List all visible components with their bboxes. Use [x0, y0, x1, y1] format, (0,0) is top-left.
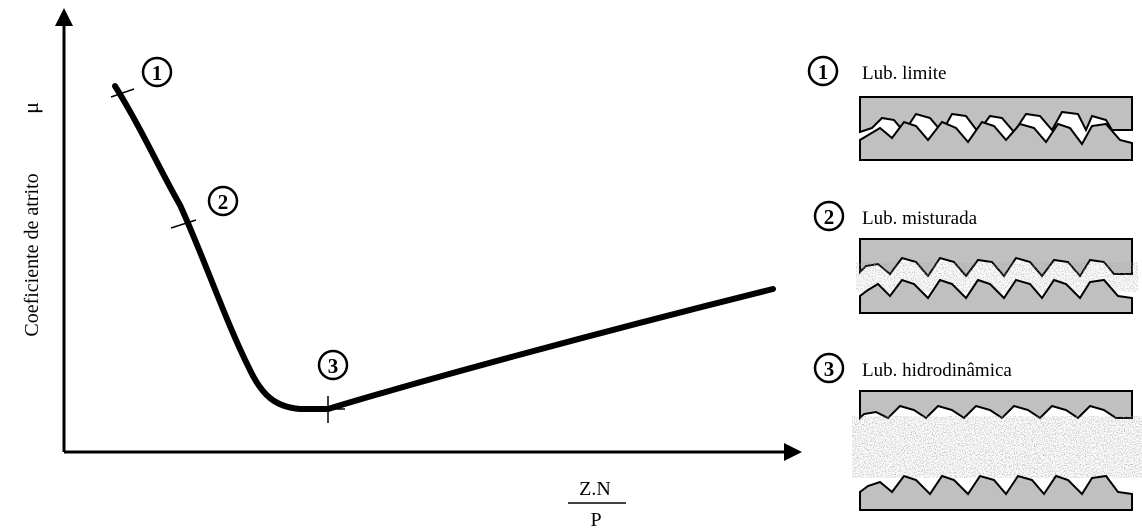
legend-number-circle — [813, 352, 845, 384]
surface-contact-illustration-2 — [856, 238, 1138, 314]
legend-number: 3 — [824, 357, 835, 381]
legend-label: Lub. misturada — [862, 208, 978, 229]
marker-circle — [207, 185, 239, 217]
curve-marker-3: 3 — [317, 349, 349, 381]
lower-surface — [859, 120, 1133, 161]
x-axis-label: Z.N P — [568, 478, 626, 531]
marker-circle — [317, 349, 349, 381]
y-axis-label: Coeficiente de atrito — [21, 173, 43, 336]
legend-number: 2 — [824, 205, 835, 229]
y-axis-arrowhead — [55, 8, 73, 26]
legend-item-3: 3 Lub. hidrodinâmica — [813, 352, 1142, 511]
lower-surface — [859, 278, 1133, 314]
curve-marker-2: 2 — [207, 185, 239, 217]
legend-number: 1 — [818, 60, 829, 84]
upper-surface — [859, 96, 1133, 134]
y-axis-symbol: μ — [18, 102, 43, 114]
curve-tick-1 — [110, 88, 135, 98]
legend-label: Lub. limite — [862, 63, 946, 84]
legend-item-1: 1 Lub. limite — [807, 55, 1133, 161]
x-axis-numerator: Z.N — [579, 478, 611, 500]
lubricant-film — [852, 416, 1142, 478]
marker-circle — [141, 56, 173, 88]
axes — [55, 8, 802, 461]
lower-surface — [859, 474, 1133, 511]
curve-ticks — [110, 88, 345, 423]
marker-number: 1 — [152, 61, 163, 85]
marker-number: 2 — [218, 190, 229, 214]
legend-item-2: 2 Lub. misturada — [813, 200, 1138, 314]
x-axis-denominator: P — [590, 509, 601, 531]
legend-number-circle — [813, 200, 845, 232]
friction-curve — [112, 83, 776, 412]
surface-contact-illustration-3 — [852, 390, 1142, 511]
curve-marker-1: 1 — [141, 56, 173, 88]
x-axis-arrowhead — [784, 443, 802, 461]
upper-surface — [859, 390, 1133, 421]
curve-tick-2 — [170, 219, 197, 229]
surface-contact-illustration-1 — [859, 96, 1133, 161]
legend-label: Lub. hidrodinâmica — [862, 360, 1012, 381]
legend-number-circle — [807, 55, 839, 87]
marker-number: 3 — [328, 354, 339, 378]
